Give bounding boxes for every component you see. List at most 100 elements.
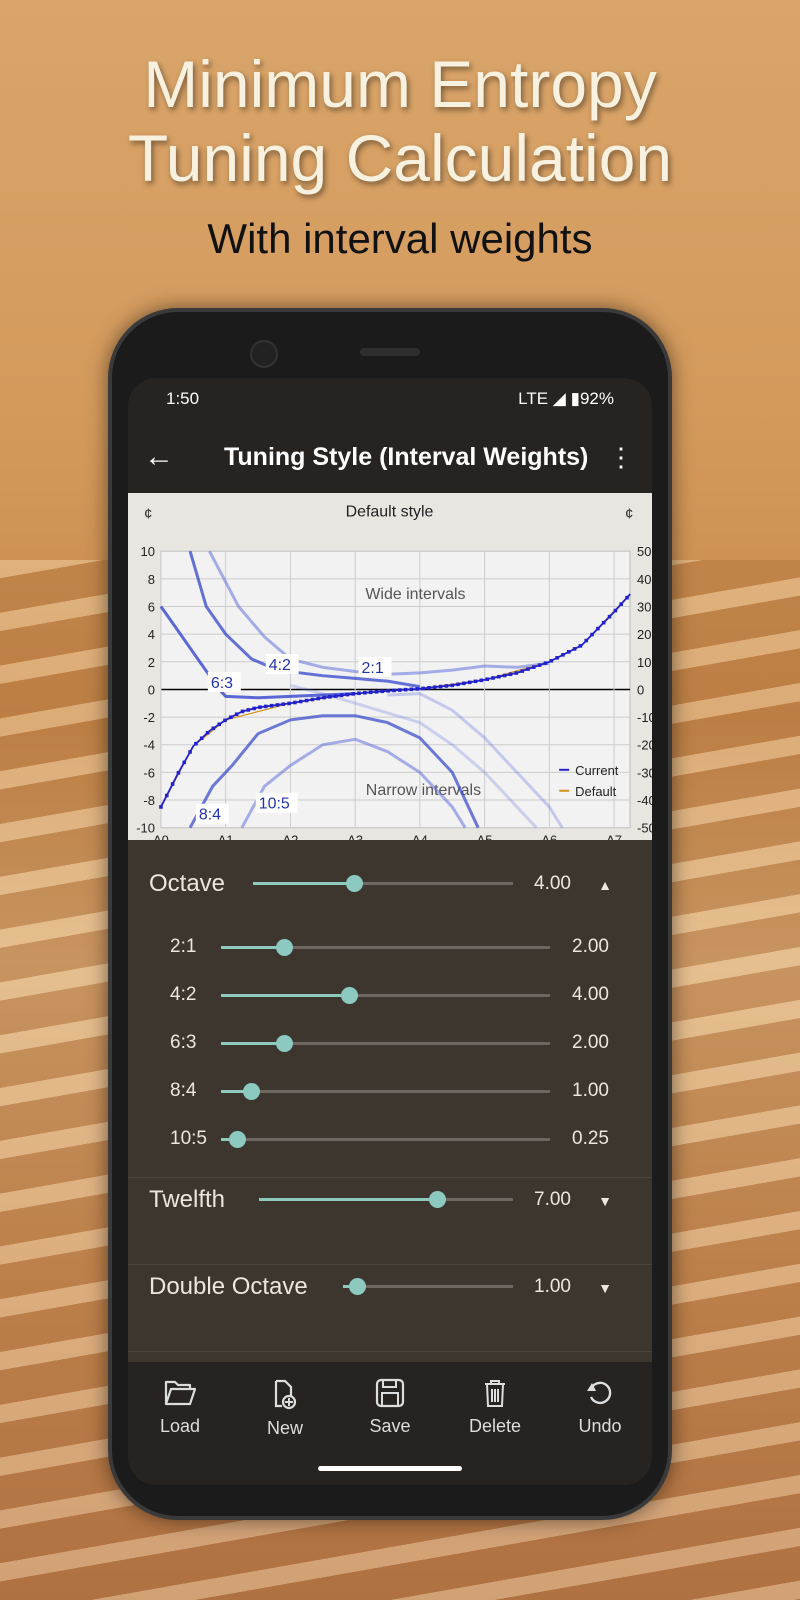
y-tick-label: 8 <box>148 572 155 587</box>
slider-thumb[interactable] <box>428 1191 446 1208</box>
current-point <box>345 692 350 697</box>
divider <box>128 1264 652 1265</box>
chevron-up-icon[interactable]: ▲ <box>598 877 612 893</box>
delete-button[interactable]: Delete <box>455 1378 535 1437</box>
ratio-slider[interactable] <box>221 1035 550 1052</box>
x-tick-label: A3 <box>347 833 363 840</box>
ratio-slider[interactable] <box>221 987 550 1004</box>
x-tick-label: A7 <box>606 833 622 840</box>
current-point <box>310 697 315 702</box>
current-point <box>211 726 216 731</box>
current-point <box>374 689 379 694</box>
chevron-down-icon[interactable]: ▼ <box>598 1193 612 1209</box>
speaker-grille <box>360 348 420 356</box>
arrow-left-icon[interactable]: ← <box>144 440 174 473</box>
current-point <box>450 683 455 688</box>
load-button[interactable]: Load <box>140 1378 220 1437</box>
slider-thumb[interactable] <box>341 987 359 1004</box>
current-point <box>596 626 600 631</box>
save-label: Save <box>369 1416 411 1436</box>
battery-level: 92% <box>579 389 614 408</box>
interval-label: 6:3 <box>211 675 233 692</box>
y-tick-label: -2 <box>143 710 155 725</box>
ratio-value: 2.00 <box>572 936 609 957</box>
right-unit: ¢ <box>625 505 633 522</box>
tuning-chart: 10 50 8 40 6 30 4 20 2 10 0 0 -2 -10 -4 -20 -6 -30 -8 -40 -1… <box>128 493 652 848</box>
current-point <box>584 638 589 643</box>
current-point <box>613 608 618 613</box>
interval-label-bg <box>255 792 298 813</box>
y-tick-label: 2 <box>148 655 155 670</box>
ratio-slider[interactable] <box>221 1083 550 1100</box>
current-point <box>240 709 245 714</box>
current-point <box>444 684 449 688</box>
more-vert-icon[interactable]: ⋮ <box>608 441 634 472</box>
undo-icon <box>587 1381 612 1405</box>
narrow-intervals-label: Narrow intervals <box>366 782 481 799</box>
current-point <box>275 703 280 707</box>
camera-icon <box>250 340 278 368</box>
current-point <box>281 702 286 706</box>
new-button[interactable]: New <box>245 1378 325 1439</box>
slider-thumb[interactable] <box>242 1083 260 1100</box>
x-tick-label: A1 <box>218 833 234 840</box>
ratio-label: 10:5 <box>170 1128 207 1149</box>
save-button[interactable]: Save <box>350 1378 430 1437</box>
current-point <box>182 760 187 765</box>
current-point <box>159 805 163 809</box>
current-point <box>339 693 344 698</box>
legend-label: Current <box>575 763 619 778</box>
undo-button[interactable]: Undo <box>560 1378 640 1437</box>
y2-tick-label: 40 <box>637 572 651 587</box>
slider-thumb[interactable] <box>346 875 364 892</box>
current-point <box>590 632 594 637</box>
slider-fill <box>221 1090 251 1093</box>
double-octave-label: Double Octave <box>149 1273 308 1300</box>
trash-icon <box>485 1380 505 1407</box>
delete-label: Delete <box>468 1416 522 1436</box>
y2-tick-label: 30 <box>637 600 651 615</box>
ratio-slider[interactable] <box>221 939 550 956</box>
twelfth-slider[interactable] <box>259 1191 513 1208</box>
slider-fill <box>221 946 284 949</box>
slider-thumb[interactable] <box>229 1131 247 1148</box>
slider-thumb[interactable] <box>348 1278 366 1295</box>
current-point <box>572 647 577 651</box>
ratio-label: 6:3 <box>170 1032 197 1053</box>
chevron-down-icon[interactable]: ▼ <box>598 1280 612 1296</box>
current-point <box>194 741 198 746</box>
current-point <box>543 661 548 665</box>
x-tick-label: A6 <box>541 833 557 840</box>
current-point <box>508 672 513 677</box>
load-label: Load <box>159 1416 201 1436</box>
current-point <box>176 771 181 775</box>
y-tick-label: -6 <box>143 765 155 780</box>
current-point <box>462 681 466 686</box>
y2-tick-label: 20 <box>637 627 651 642</box>
double-octave-slider[interactable] <box>343 1278 513 1295</box>
interval-label: 8:4 <box>199 807 221 824</box>
current-point <box>566 650 571 654</box>
current-point <box>456 682 460 687</box>
current-point <box>601 620 606 625</box>
current-point <box>246 708 251 712</box>
slider-thumb[interactable] <box>275 939 293 956</box>
current-point <box>432 685 437 689</box>
weights-panel: Octave 4.00 ▲ 2:1 2.00 4:2 4.00 6:3 2.00 8:4 1.00 1… <box>128 840 652 1362</box>
y2-tick-label: 0 <box>637 682 644 697</box>
left-unit: ¢ <box>144 505 152 522</box>
current-point <box>403 687 408 692</box>
status-icons: LTE ◢ ▮92% <box>518 389 614 409</box>
current-point <box>526 667 530 671</box>
slider-thumb[interactable] <box>275 1035 293 1052</box>
series-line-10-5 <box>240 737 467 829</box>
ratio-value: 4.00 <box>572 984 609 1005</box>
current-point <box>427 686 431 690</box>
twelfth-value: 7.00 <box>534 1189 571 1210</box>
interval-label: 2:1 <box>362 660 384 677</box>
current-point <box>351 692 355 696</box>
y-tick-label: 0 <box>148 682 155 697</box>
ratio-slider[interactable] <box>221 1131 550 1148</box>
octave-slider[interactable] <box>253 875 513 892</box>
home-indicator[interactable] <box>318 1466 462 1471</box>
